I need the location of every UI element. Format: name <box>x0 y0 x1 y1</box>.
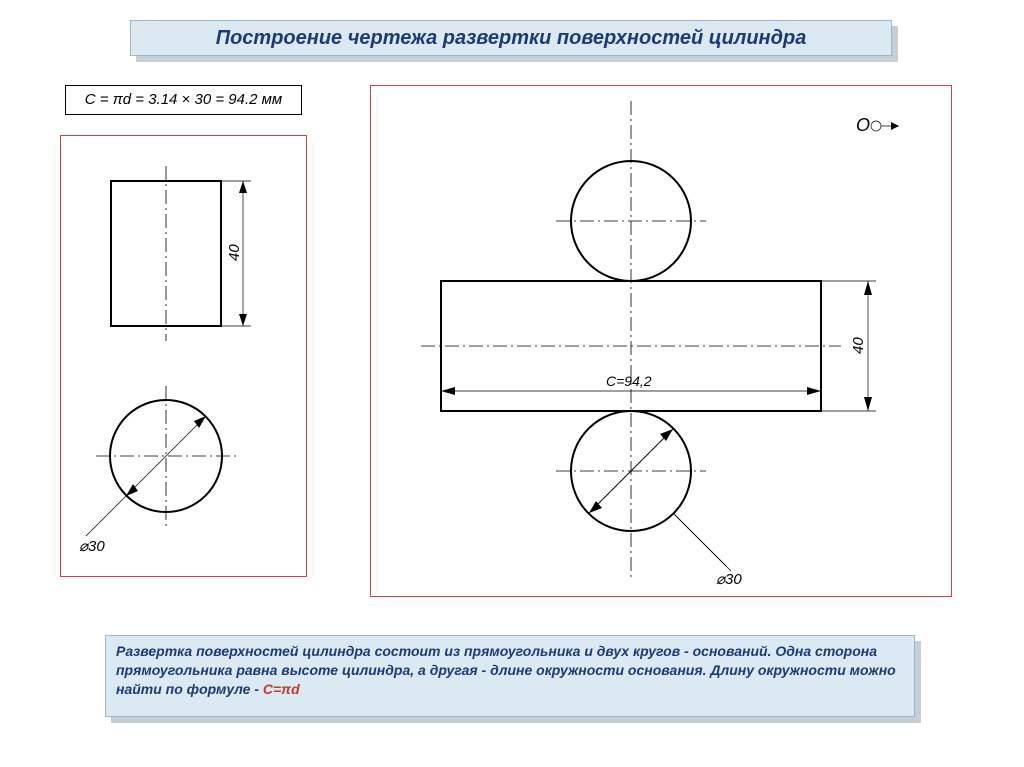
description-text: Развертка поверхностей цилиндра состоит … <box>116 643 896 697</box>
page: Построение чертежа развертки поверхносте… <box>0 0 1024 767</box>
right-drawing-panel: O C=94,2 40 <box>370 85 952 597</box>
arrowhead <box>864 397 872 411</box>
description-box: Развертка поверхностей цилиндра состоит … <box>105 635 915 717</box>
formula-box: C = πd = 3.14 × 30 = 94.2 мм <box>65 85 302 115</box>
dim-width-label: C=94,2 <box>606 373 652 389</box>
diam-leader <box>86 496 126 536</box>
page-title: Построение чертежа развертки поверхносте… <box>130 20 892 56</box>
arrowhead <box>239 314 247 326</box>
description-formula: C=πd <box>263 681 300 697</box>
right-drawing-svg: O C=94,2 40 <box>371 86 951 596</box>
left-drawing-svg: 40 ⌀30 <box>61 136 306 576</box>
dim-height-label: 40 <box>226 244 243 261</box>
arrowhead <box>239 181 247 193</box>
dim-diameter-label: ⌀30 <box>79 538 105 555</box>
left-drawing-panel: 40 ⌀30 <box>60 135 307 577</box>
arrowhead <box>441 387 455 395</box>
dim-diameter-label-right: ⌀30 <box>716 571 742 588</box>
dim-height-label-right: 40 <box>850 337 867 354</box>
arrowhead <box>807 387 821 395</box>
annotation-o: O <box>856 115 870 135</box>
arrowhead <box>891 122 899 130</box>
arrowhead <box>864 281 872 295</box>
annotation-circle <box>871 121 881 131</box>
